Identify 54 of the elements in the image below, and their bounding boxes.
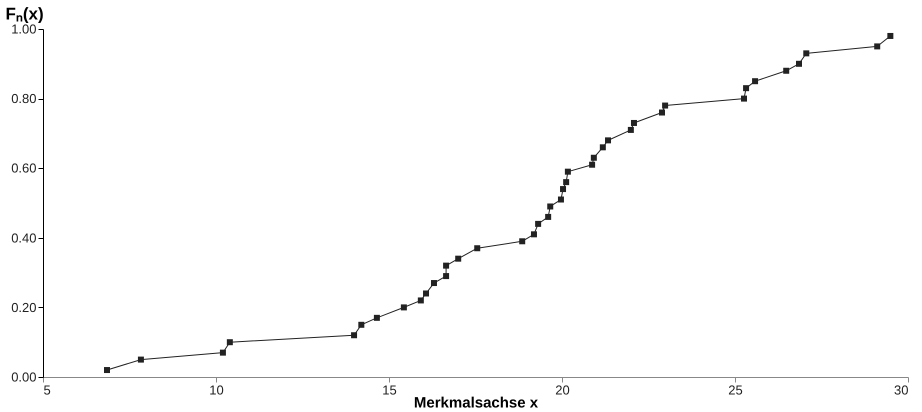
point [519, 238, 526, 244]
point [358, 322, 364, 328]
point [803, 50, 810, 56]
point [887, 32, 894, 39]
point [430, 280, 437, 286]
x-axis-title: Merkmalsachse x [414, 394, 539, 412]
point [558, 196, 564, 203]
point [874, 43, 880, 50]
point [418, 297, 424, 304]
point [605, 137, 612, 144]
point [374, 314, 380, 321]
point [752, 78, 758, 84]
y-tick-label: 0.60 [11, 160, 36, 176]
point [423, 290, 430, 296]
point [743, 85, 750, 92]
point [630, 120, 637, 126]
y-tick-label: 0.20 [11, 300, 36, 315]
point [589, 162, 596, 168]
point [740, 96, 747, 102]
y-tick-label: 0.40 [11, 230, 36, 246]
x-tick-label: 15 [382, 382, 397, 398]
x-tick-label: 30 [894, 382, 908, 398]
x-tick-label: 5 [44, 382, 51, 398]
y-axis-title: Fₙ(x) [6, 4, 44, 24]
y-tick-label: 0.00 [11, 370, 36, 384]
y-tick-label: 1.00 [11, 22, 36, 36]
point [400, 304, 407, 310]
point [662, 102, 668, 109]
x-tick-label: 25 [728, 382, 743, 398]
point [104, 367, 110, 374]
point [138, 356, 144, 363]
point [220, 350, 226, 356]
point [560, 186, 566, 192]
point [600, 144, 606, 150]
point [783, 68, 790, 74]
point [628, 126, 634, 133]
point [563, 179, 570, 186]
y-tick-label: 0.80 [11, 91, 36, 106]
point [535, 220, 542, 227]
point [530, 231, 537, 238]
point [474, 245, 480, 252]
point [443, 273, 450, 280]
point [351, 332, 358, 338]
point [796, 60, 802, 67]
point [226, 339, 233, 346]
point [590, 154, 597, 161]
point [443, 262, 450, 269]
x-tick-label: 10 [209, 382, 224, 398]
point [455, 256, 462, 262]
point [545, 214, 552, 220]
x-tick-label: 20 [555, 382, 570, 398]
point [658, 110, 665, 116]
point [547, 203, 554, 210]
point [564, 168, 571, 175]
